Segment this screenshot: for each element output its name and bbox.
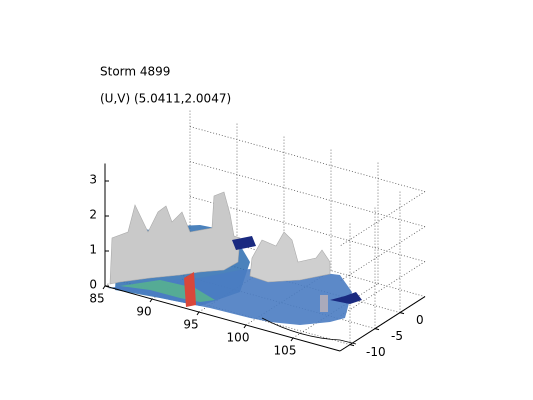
y-tick-label: -10 — [366, 345, 386, 359]
x-tick — [196, 311, 200, 316]
y-tick — [399, 312, 405, 315]
x-tick-label: 100 — [227, 331, 250, 345]
surface — [108, 191, 362, 345]
y-tick — [374, 328, 380, 331]
x-tick-label: 105 — [274, 344, 297, 358]
grid-line — [292, 283, 379, 339]
grid-line — [339, 226, 426, 282]
surface-pillar — [320, 295, 328, 312]
surface-red — [184, 272, 196, 307]
x-tick — [149, 298, 153, 303]
x-axis — [104, 285, 341, 352]
z-tick-label: 3 — [89, 173, 97, 187]
chart-title: Storm 4899 — [100, 65, 170, 79]
surface-dark — [232, 236, 256, 250]
y-axis — [339, 296, 426, 352]
surface-ridge-right — [249, 231, 331, 283]
z-tick-label: 1 — [89, 243, 97, 257]
x-tick — [102, 285, 106, 290]
chart-subtitle: (U,V) (5.0411,2.0047) — [100, 92, 231, 106]
grid-line — [339, 261, 426, 317]
surface-dark-right — [330, 292, 362, 304]
x-tick — [243, 324, 247, 329]
x-tick-label: 95 — [183, 318, 198, 332]
x-tick — [290, 337, 294, 342]
y-tick-label: -5 — [391, 329, 403, 343]
y-tick-label: 0 — [416, 313, 424, 327]
z-tick-label: 0 — [89, 278, 97, 292]
z-tick-label: 2 — [89, 208, 97, 222]
grid-line — [339, 191, 426, 247]
coastline — [261, 317, 357, 345]
x-tick-label: 90 — [136, 305, 151, 319]
y-tick — [349, 344, 355, 347]
axis-layer: 85 90 95 100 105 -10 -5 0 0 1 2 3 — [89, 163, 426, 359]
x-tick-label: 85 — [89, 292, 104, 306]
